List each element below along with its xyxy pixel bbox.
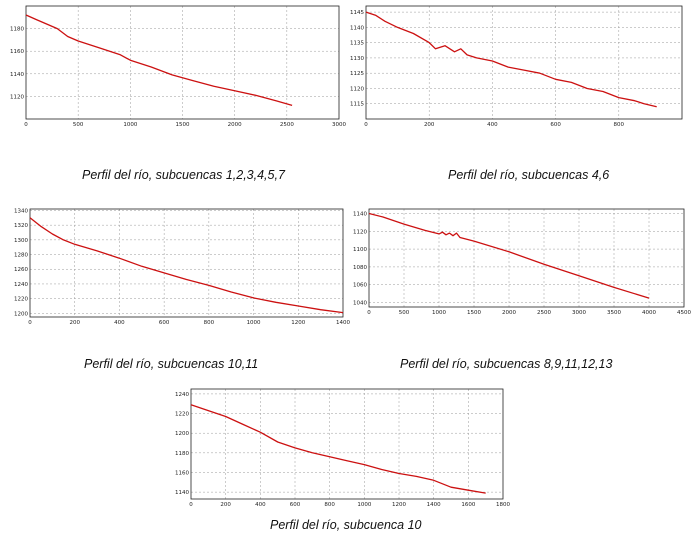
y-tick-label: 1200 bbox=[175, 431, 189, 437]
x-tick-label: 3000 bbox=[572, 310, 586, 316]
y-tick-label: 1120 bbox=[350, 86, 364, 92]
x-tick-label: 500 bbox=[73, 122, 84, 128]
y-tick-label: 1080 bbox=[353, 265, 367, 271]
chart-1-svg: 0 500 1000 1500 2000 2500 3000 1120 1140 1160 1180 bbox=[10, 5, 346, 128]
y-tick-label: 1140 bbox=[350, 25, 364, 31]
chart-2: 0 200 400 600 800 1115 1120 1125 1130 1135 1140 114… bbox=[344, 5, 683, 129]
plot-area bbox=[366, 6, 682, 119]
x-tick-label: 600 bbox=[159, 320, 170, 326]
chart-2-svg: 0 200 400 600 800 1115 1120 1125 1130 1135 1140 114… bbox=[350, 5, 683, 128]
x-tick-label: 0 bbox=[24, 122, 28, 128]
x-tick-label: 600 bbox=[550, 122, 561, 128]
x-tick-label: 3000 bbox=[332, 122, 346, 128]
plot-frame bbox=[29, 208, 344, 318]
x-tick-label: 2500 bbox=[280, 122, 294, 128]
y-tick-label: 1120 bbox=[353, 229, 367, 235]
x-tick-label: 0 bbox=[364, 122, 368, 128]
x-tick-label: 1400 bbox=[336, 320, 350, 326]
y-tick-label: 1300 bbox=[14, 238, 28, 244]
plot-area bbox=[191, 389, 503, 499]
y-tick-label: 1220 bbox=[175, 412, 189, 418]
x-tick-label: 200 bbox=[69, 320, 80, 326]
y-tick-label: 1200 bbox=[14, 311, 28, 317]
y-tick-label: 1260 bbox=[14, 267, 28, 273]
x-tick-label: 0 bbox=[367, 310, 371, 316]
chart-1-caption: Perfil del río, subcuencas 1,2,3,4,5,7 bbox=[82, 168, 285, 182]
y-tick-label: 1180 bbox=[10, 27, 24, 33]
y-tick-label: 1160 bbox=[175, 470, 189, 476]
y-tick-label: 1240 bbox=[14, 282, 28, 288]
y-tick-label: 1145 bbox=[350, 10, 364, 16]
chart-3: 0 200 400 600 800 1000 1200 1400 1200 1220 1240 126… bbox=[8, 208, 350, 327]
chart-4-caption: Perfil del río, subcuencas 8,9,11,12,13 bbox=[400, 357, 613, 371]
chart-1: 0 500 1000 1500 2000 2500 3000 1120 1140 1160 1180 bbox=[6, 5, 346, 129]
x-tick-label: 1800 bbox=[496, 502, 510, 508]
chart-5-caption: Perfil del río, subcuenca 10 bbox=[270, 518, 422, 532]
y-tick-label: 1160 bbox=[10, 49, 24, 55]
series-line bbox=[368, 212, 650, 299]
x-tick-label: 0 bbox=[189, 502, 193, 508]
series-line bbox=[190, 404, 486, 494]
x-tick-label: 3500 bbox=[607, 310, 621, 316]
x-tick-label: 800 bbox=[324, 502, 335, 508]
y-tick-label: 1240 bbox=[175, 392, 189, 398]
y-tick-label: 1135 bbox=[350, 41, 364, 47]
x-tick-label: 1500 bbox=[467, 310, 481, 316]
chart-3-caption: Perfil del río, subcuencas 10,11 bbox=[84, 357, 259, 371]
x-tick-label: 4500 bbox=[677, 310, 691, 316]
plot-frame bbox=[190, 388, 504, 500]
y-tick-label: 1115 bbox=[350, 102, 364, 108]
plot-frame bbox=[365, 5, 683, 120]
y-tick-label: 1140 bbox=[10, 72, 24, 78]
x-tick-label: 1200 bbox=[392, 502, 406, 508]
x-tick-label: 200 bbox=[220, 502, 231, 508]
x-tick-label: 2000 bbox=[228, 122, 242, 128]
x-tick-label: 1500 bbox=[176, 122, 190, 128]
y-tick-label: 1130 bbox=[350, 56, 364, 62]
x-tick-label: 1200 bbox=[291, 320, 305, 326]
chart-2-caption: Perfil del río, subcuencas 4,6 bbox=[448, 168, 610, 182]
series-line bbox=[365, 11, 657, 108]
x-tick-label: 500 bbox=[399, 310, 410, 316]
y-tick-label: 1340 bbox=[14, 208, 28, 214]
x-tick-label: 800 bbox=[204, 320, 215, 326]
y-tick-label: 1100 bbox=[353, 247, 367, 253]
chart-5-svg: 0 200 400 600 800 1000 1200 1400 1600 1800 1140 116… bbox=[175, 388, 510, 508]
series-line bbox=[25, 14, 293, 107]
x-tick-label: 1600 bbox=[461, 502, 475, 508]
y-tick-label: 1125 bbox=[350, 71, 364, 77]
y-tick-label: 1140 bbox=[353, 211, 367, 217]
series-line bbox=[29, 217, 344, 314]
x-tick-label: 800 bbox=[614, 122, 625, 128]
x-tick-label: 4000 bbox=[642, 310, 656, 316]
y-tick-label: 1320 bbox=[14, 223, 28, 229]
x-tick-label: 1000 bbox=[123, 122, 137, 128]
y-tick-label: 1180 bbox=[175, 451, 189, 457]
y-tick-label: 1220 bbox=[14, 297, 28, 303]
y-tick-label: 1280 bbox=[14, 253, 28, 259]
x-tick-label: 400 bbox=[487, 122, 498, 128]
x-tick-label: 200 bbox=[424, 122, 435, 128]
x-tick-label: 2000 bbox=[502, 310, 516, 316]
y-tick-label: 1060 bbox=[353, 283, 367, 289]
plot-frame bbox=[25, 5, 340, 120]
x-tick-label: 400 bbox=[114, 320, 125, 326]
x-tick-label: 400 bbox=[255, 502, 266, 508]
x-tick-label: 1000 bbox=[357, 502, 371, 508]
chart-5: 0 200 400 600 800 1000 1200 1400 1600 1800 1140 116… bbox=[169, 388, 510, 509]
chart-3-svg: 0 200 400 600 800 1000 1200 1400 1200 1220 1240 126… bbox=[14, 208, 350, 326]
chart-4: 0 500 1000 1500 2000 2500 3000 3500 4000 4500 1040… bbox=[349, 208, 691, 317]
plot-area bbox=[30, 209, 343, 317]
y-tick-label: 1040 bbox=[353, 301, 367, 307]
chart-4-svg: 0 500 1000 1500 2000 2500 3000 3500 4000 4500 1040… bbox=[353, 208, 691, 316]
plot-frame bbox=[368, 208, 685, 308]
x-tick-label: 0 bbox=[28, 320, 32, 326]
x-tick-label: 2500 bbox=[537, 310, 551, 316]
x-tick-label: 1400 bbox=[427, 502, 441, 508]
x-tick-label: 1000 bbox=[432, 310, 446, 316]
x-tick-label: 600 bbox=[290, 502, 301, 508]
y-tick-label: 1120 bbox=[10, 94, 24, 100]
y-tick-label: 1140 bbox=[175, 490, 189, 496]
x-tick-label: 1000 bbox=[247, 320, 261, 326]
